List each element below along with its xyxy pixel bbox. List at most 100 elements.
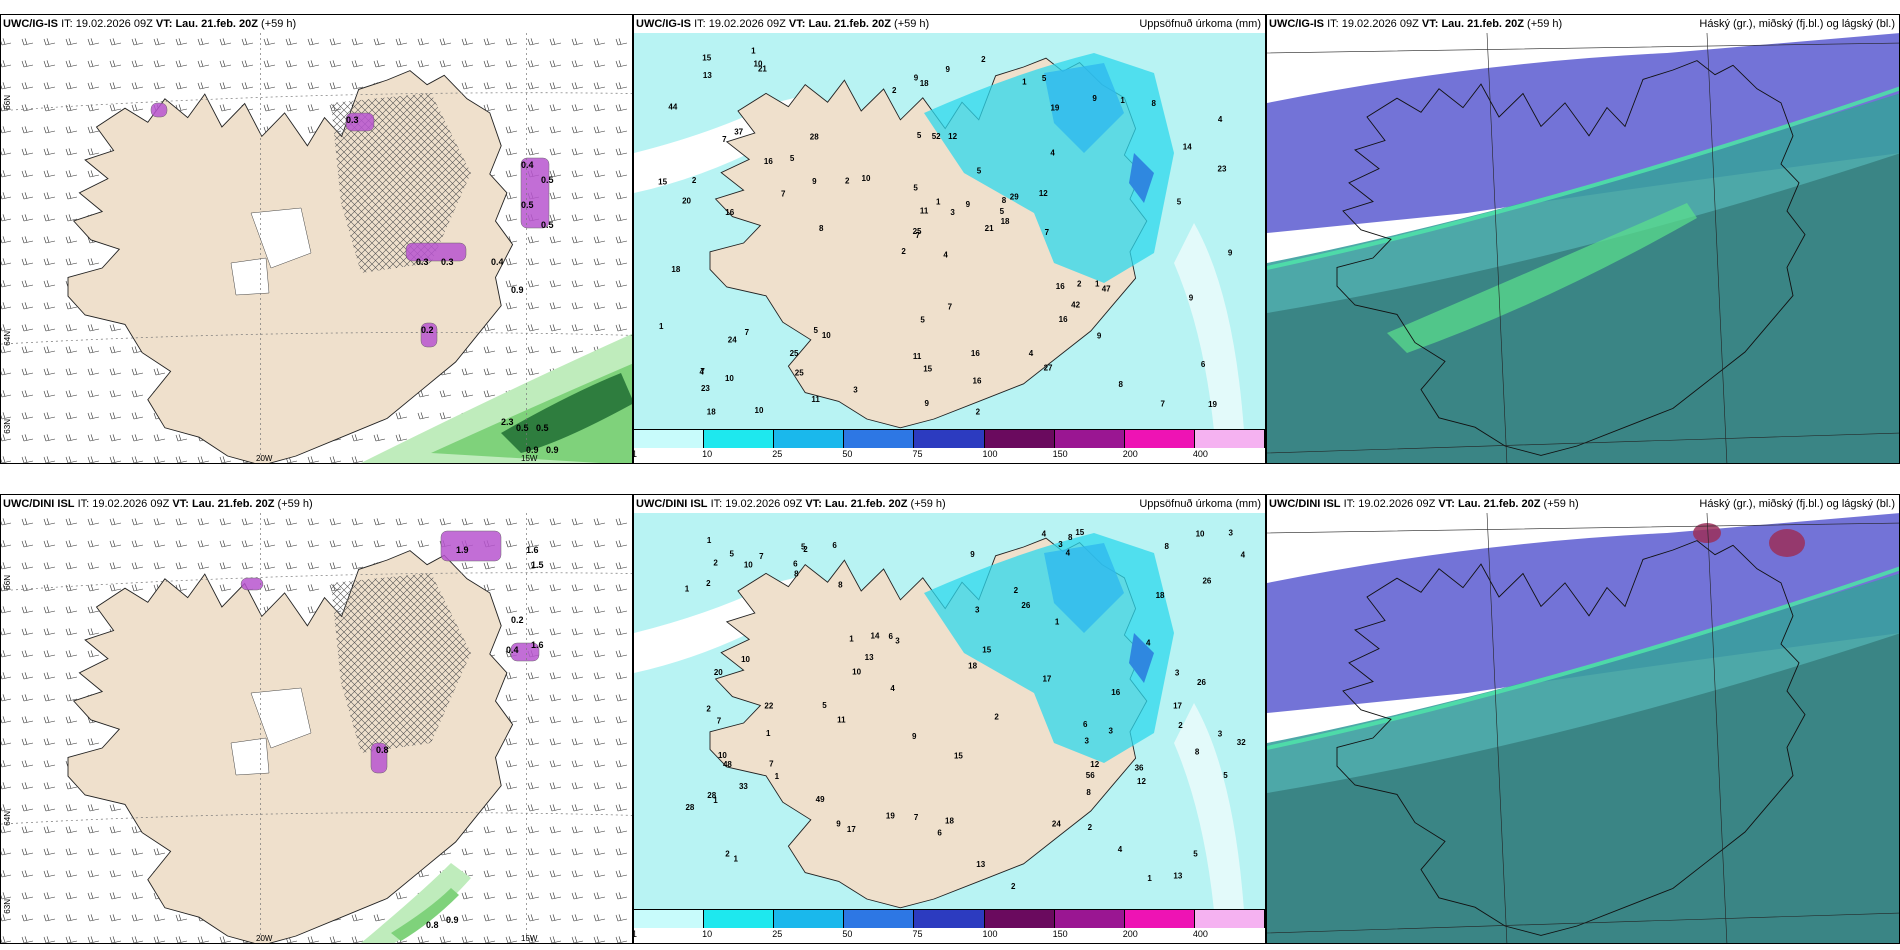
wind-barb-icon xyxy=(351,38,364,46)
value-label: 18 xyxy=(920,79,929,88)
value-label: 15 xyxy=(658,177,667,186)
wind-barb-icon xyxy=(21,606,34,614)
wind-barb-icon xyxy=(571,126,584,134)
value-label: 26 xyxy=(1021,601,1030,610)
wind-barb-icon xyxy=(1,584,12,592)
wind-barb-icon xyxy=(43,214,56,222)
colorbar-cells xyxy=(634,429,1265,448)
colorbar-tick: 1 xyxy=(634,929,637,939)
wind-barb-icon xyxy=(43,148,56,156)
value-label: 0.9 xyxy=(546,445,559,455)
wind-barb-icon xyxy=(87,170,100,178)
value-label: 18 xyxy=(707,408,716,417)
value-label: 44 xyxy=(668,102,677,111)
value-label: 4 xyxy=(700,368,705,377)
wind-barb-icon xyxy=(65,148,78,156)
value-label: 4 xyxy=(1146,638,1151,647)
wind-barb-icon xyxy=(65,892,78,900)
value-label: 32 xyxy=(1237,738,1246,747)
wind-barb-icon xyxy=(87,346,100,354)
value-label: 23 xyxy=(701,384,710,393)
wind-barb-icon xyxy=(21,456,34,463)
wind-barb-icon xyxy=(87,540,100,548)
wind-barb-icon xyxy=(87,914,100,922)
wind-barb-icon xyxy=(615,562,628,570)
wind-barb-icon xyxy=(593,280,606,288)
value-label: 5 xyxy=(913,184,918,193)
colorbar-cell xyxy=(704,910,775,928)
wind-barb-icon xyxy=(483,870,496,878)
wind-barb-icon xyxy=(65,82,78,90)
wind-barb-icon xyxy=(109,60,122,68)
wind-barb-icon xyxy=(593,38,606,46)
wind-barb-icon xyxy=(439,38,452,46)
value-label: 1 xyxy=(1120,96,1125,105)
wind-barb-icon xyxy=(505,518,518,526)
wind-barb-icon xyxy=(153,434,166,442)
wind-barb-icon xyxy=(43,782,56,790)
wind-barb-icon xyxy=(131,368,144,376)
wind-barb-icon xyxy=(615,104,628,112)
wind-barb-icon xyxy=(307,456,320,463)
wind-barb-icon xyxy=(1,914,12,922)
wind-barb-icon xyxy=(461,892,474,900)
value-label: 23 xyxy=(1218,165,1227,174)
wind-barb-icon xyxy=(527,148,540,156)
value-label: 1 xyxy=(1055,617,1060,626)
wind-barb-icon xyxy=(21,694,34,702)
wind-barb-icon xyxy=(87,870,100,878)
wind-barb-icon xyxy=(263,562,276,570)
wind-barb-icon xyxy=(43,716,56,724)
value-label: 1 xyxy=(1022,78,1027,87)
value-label: 5 xyxy=(790,154,795,163)
wind-barb-icon xyxy=(505,38,518,46)
value-label: 9 xyxy=(945,65,950,74)
wind-barb-icon xyxy=(1,104,12,112)
value-label: 10 xyxy=(755,406,764,415)
wind-barb-icon xyxy=(21,214,34,222)
wind-barb-icon xyxy=(571,826,584,834)
wind-barb-icon xyxy=(109,324,122,332)
wind-barb-icon xyxy=(1,346,12,354)
wind-barb-icon xyxy=(131,434,144,442)
wind-barb-icon xyxy=(43,280,56,288)
wind-barb-icon xyxy=(593,236,606,244)
wind-barb-icon xyxy=(527,870,540,878)
wind-barb-icon xyxy=(197,518,210,526)
value-label: 7 xyxy=(1160,399,1165,408)
wind-barb-icon xyxy=(65,192,78,200)
wind-barb-icon xyxy=(615,672,628,680)
wind-barb-icon xyxy=(439,412,452,420)
wind-barb-icon xyxy=(43,346,56,354)
wind-barb-icon xyxy=(307,562,320,570)
wind-barb-icon xyxy=(527,562,540,570)
wind-barb-icon xyxy=(263,518,276,526)
wind-barb-icon xyxy=(1,716,12,724)
value-label: 8 xyxy=(1152,99,1157,108)
wind-barb-icon xyxy=(21,562,34,570)
wind-barb-icon xyxy=(483,368,496,376)
wind-barb-icon xyxy=(615,148,628,156)
value-label: 8 xyxy=(1086,788,1091,797)
value-label: 3 xyxy=(1084,736,1089,745)
value-label: 3 xyxy=(1058,540,1063,549)
wind-barb-icon xyxy=(593,126,606,134)
wind-barb-icon xyxy=(549,760,562,768)
wind-barb-icon xyxy=(571,104,584,112)
value-label: 6 xyxy=(793,559,798,568)
value-label: 1.6 xyxy=(526,545,539,555)
value-label: 5 xyxy=(1193,850,1198,859)
wind-barb-icon xyxy=(65,870,78,878)
value-label: 8 xyxy=(1195,747,1200,756)
value-label: 0.4 xyxy=(491,257,504,267)
wind-barb-icon xyxy=(615,584,628,592)
wind-barb-icon xyxy=(593,606,606,614)
value-label: 28 xyxy=(810,132,819,141)
wind-barb-icon xyxy=(307,584,320,592)
wind-barb-icon xyxy=(505,782,518,790)
wind-barb-icon xyxy=(1,456,12,463)
wind-barb-icon xyxy=(549,126,562,134)
wind-barb-icon xyxy=(21,236,34,244)
wind-barb-icon xyxy=(549,738,562,746)
wind-barb-icon xyxy=(373,540,386,548)
